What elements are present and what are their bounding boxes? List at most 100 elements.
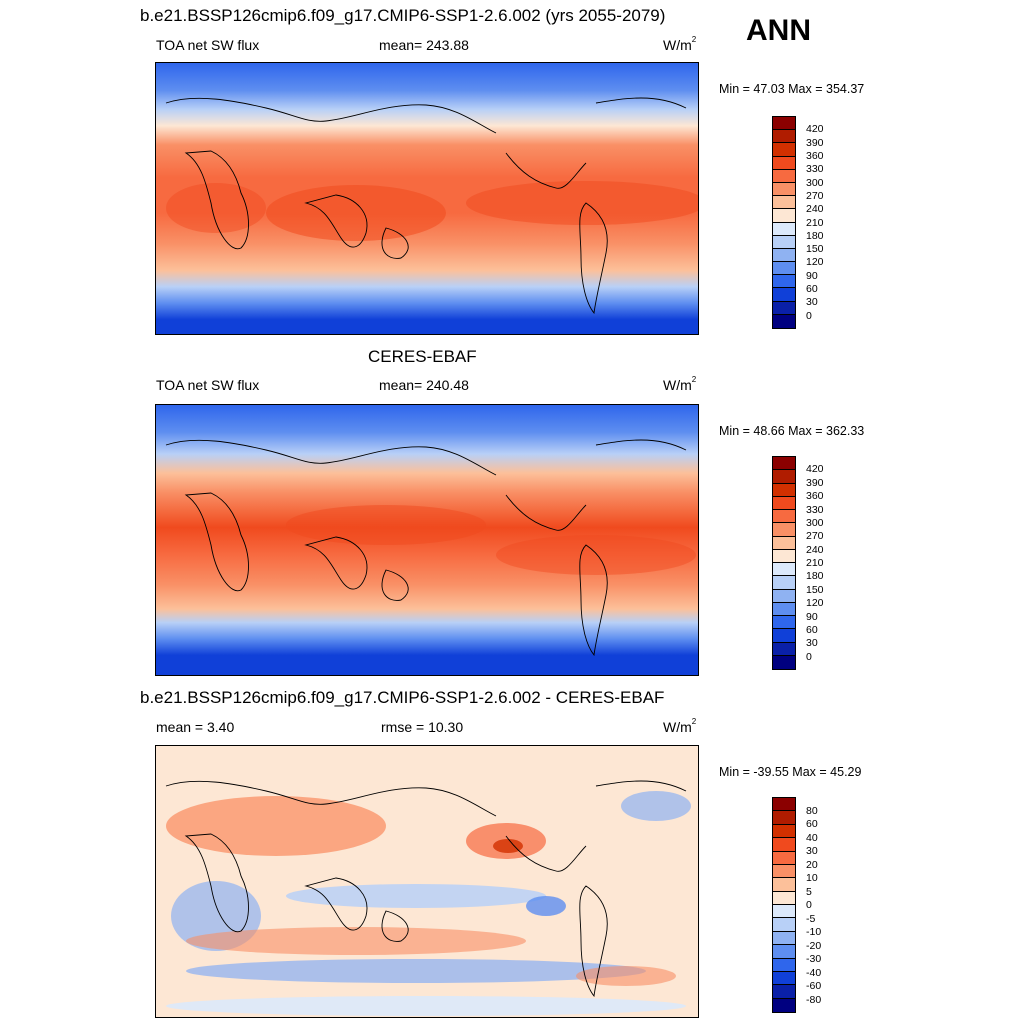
- panel-2-variable-label: TOA net SW flux: [156, 377, 260, 393]
- colorbar-tick-label: 60: [806, 818, 818, 830]
- colorbar-swatch: [773, 838, 795, 852]
- colorbar-tick-label: 120: [806, 597, 824, 610]
- colorbar-swatch: [773, 576, 795, 590]
- panel-3-unit-label: W/m2: [663, 717, 697, 735]
- colorbar-swatch: [773, 536, 795, 550]
- colorbar-tick-label: 0: [806, 899, 812, 911]
- colorbar-swatch: [773, 811, 795, 825]
- colorbar-swatch: [773, 563, 795, 577]
- colorbar-tick-label: -60: [806, 980, 822, 992]
- colorbar-tick-label: 90: [806, 269, 818, 282]
- colorbar-tick-label: -80: [806, 993, 822, 1006]
- colorbar-tick-label: 360: [806, 149, 824, 162]
- colorbar-tick-label: 60: [806, 283, 818, 296]
- colorbar-swatch: [773, 985, 795, 999]
- colorbar-tick-label: 330: [806, 503, 824, 516]
- colorbar-swatch: [773, 616, 795, 630]
- colorbar-swatch: [773, 918, 795, 932]
- colorbar-swatch: [773, 130, 795, 144]
- panel-2-colorbar: [772, 456, 796, 670]
- colorbar-swatch: [773, 169, 795, 183]
- panel-1-unit-label: W/m2: [663, 35, 697, 53]
- colorbar-tick-label: -30: [806, 953, 822, 965]
- panel-1-colorbar-labels: 420 390 360 330 300 270 240 210 180 150 120 90 60 30 0: [806, 116, 846, 329]
- colorbar-swatch: [773, 470, 795, 484]
- colorbar-tick-label: 30: [806, 637, 818, 650]
- colorbar-swatch: [773, 262, 795, 276]
- panel-3-colorbar: [772, 797, 796, 1013]
- colorbar-swatch: [773, 998, 795, 1012]
- colorbar-swatch: [773, 156, 795, 170]
- colorbar-tick-label: 330: [806, 163, 824, 176]
- colorbar-tick-label: 270: [806, 189, 824, 202]
- colorbar-swatch: [773, 196, 795, 210]
- colorbar-swatch: [773, 483, 795, 497]
- panel-3-map: [155, 745, 699, 1018]
- season-label: ANN: [746, 14, 811, 47]
- colorbar-tick-label: -10: [806, 926, 822, 938]
- panel-1-minmax: Min = 47.03 Max = 354.37: [719, 82, 865, 96]
- colorbar-tick-label: 150: [806, 583, 824, 596]
- colorbar-tick-label: 210: [806, 216, 824, 229]
- colorbar-swatch: [773, 314, 795, 328]
- colorbar-tick-label: 30: [806, 845, 818, 857]
- colorbar-swatch: [773, 301, 795, 315]
- colorbar-swatch: [773, 222, 795, 236]
- panel-2-unit-label: W/m2: [663, 375, 697, 393]
- colorbar-swatch: [773, 642, 795, 656]
- panel-1-map: [155, 62, 699, 335]
- panel-1-mean-label: mean= 243.88: [379, 37, 469, 53]
- colorbar-tick-label: 150: [806, 243, 824, 256]
- colorbar-swatch: [773, 851, 795, 865]
- colorbar-swatch: [773, 945, 795, 959]
- colorbar-swatch: [773, 182, 795, 197]
- panel-3-mean-label: mean = 3.40: [156, 719, 235, 735]
- panel-2-colorbar-labels: 420 390 360 330 300 270 240 210 180 150 120 90 60 30 0: [806, 456, 846, 670]
- colorbar-tick-label: 180: [806, 229, 824, 242]
- colorbar-swatch: [773, 288, 795, 302]
- colorbar-tick-label: 5: [806, 885, 812, 898]
- colorbar-swatch: [773, 549, 795, 563]
- colorbar-swatch: [773, 905, 795, 919]
- colorbar-tick-label: 120: [806, 256, 824, 269]
- colorbar-swatch: [773, 971, 795, 986]
- colorbar-swatch: [773, 602, 795, 616]
- panel-1-title: b.e21.BSSP126cmip6.f09_g17.CMIP6-SSP1-2.…: [140, 6, 666, 25]
- panel-1-colorbar: [772, 116, 796, 329]
- colorbar-swatch: [773, 891, 795, 905]
- colorbar-tick-label: 210: [806, 557, 824, 569]
- colorbar-tick-label: 420: [806, 123, 824, 136]
- panel-2-mean-label: mean= 240.48: [379, 377, 469, 393]
- colorbar-swatch: [773, 523, 795, 537]
- colorbar-swatch: [773, 248, 795, 263]
- colorbar-swatch: [773, 235, 795, 249]
- colorbar-tick-label: 240: [806, 543, 824, 556]
- colorbar-swatch: [773, 931, 795, 946]
- colorbar-tick-label: 420: [806, 463, 824, 476]
- colorbar-swatch: [773, 589, 795, 603]
- colorbar-tick-label: 240: [806, 203, 824, 216]
- colorbar-tick-label: 360: [806, 490, 824, 503]
- colorbar-swatch: [773, 510, 795, 524]
- panel-2-title: CERES-EBAF: [368, 347, 477, 366]
- colorbar-swatch: [773, 275, 795, 289]
- colorbar-tick-label: 80: [806, 804, 818, 817]
- colorbar-swatch: [773, 824, 795, 839]
- colorbar-swatch: [773, 878, 795, 892]
- panel-3-minmax: Min = -39.55 Max = 45.29: [719, 765, 862, 779]
- colorbar-swatch: [773, 864, 795, 879]
- colorbar-swatch: [773, 629, 795, 643]
- panel-2-minmax: Min = 48.66 Max = 362.33: [719, 424, 865, 438]
- colorbar-tick-label: 270: [806, 530, 824, 543]
- panel-3-colorbar-labels: 80 60 40 30 20 10 5 0 -5 -10 -20 -30 -40 -60 -80: [806, 797, 846, 1013]
- colorbar-tick-label: 30: [806, 296, 818, 309]
- colorbar-swatch: [773, 457, 795, 471]
- colorbar-tick-label: 0: [806, 309, 812, 322]
- colorbar-tick-label: 0: [806, 650, 812, 663]
- panel-3-title: b.e21.BSSP126cmip6.f09_g17.CMIP6-SSP1-2.…: [140, 688, 665, 707]
- colorbar-swatch: [773, 496, 795, 510]
- colorbar-swatch: [773, 143, 795, 157]
- panel-1-variable-label: TOA net SW flux: [156, 37, 260, 53]
- colorbar-tick-label: 390: [806, 476, 824, 489]
- colorbar-swatch: [773, 117, 795, 131]
